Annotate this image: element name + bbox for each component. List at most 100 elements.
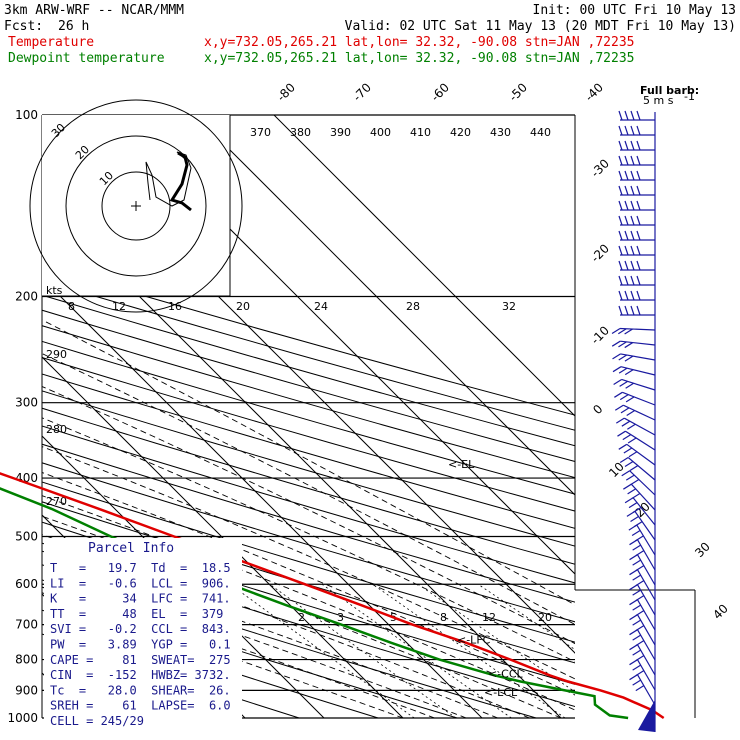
barb-flag: [629, 674, 638, 681]
moist-adiabat-line: [42, 579, 435, 719]
parcel-info-row: TT = 48 EL = 379: [50, 607, 223, 621]
barb-flag: [624, 260, 629, 271]
isotherm-label: -60: [428, 80, 452, 104]
barb-flag: [624, 275, 629, 286]
wind-barb: [618, 305, 655, 316]
barb-flag: [629, 584, 638, 591]
parcel-info-row: SVI = -0.2 CCL = 843.: [50, 622, 231, 636]
barb-flag: [618, 354, 628, 361]
barb-flag: [630, 155, 635, 166]
wind-barb: [629, 584, 656, 616]
barb-flag: [630, 260, 635, 271]
barb-flag: [632, 589, 641, 596]
isotherm-label: -80: [274, 80, 298, 104]
hodograph-speed-label: 8: [68, 300, 75, 313]
dry-adiabat-line: [42, 407, 575, 565]
barb-flag: [612, 353, 621, 360]
wind-barb: [618, 170, 655, 181]
wind-barb: [614, 404, 656, 421]
barb-flag: [619, 394, 629, 401]
annotation-label: <-EL: [448, 458, 475, 471]
isotherm-line: [194, 115, 575, 496]
hodograph-speed-label: 28: [406, 300, 420, 313]
barb-flag: [635, 685, 645, 692]
theta-label: 390: [330, 126, 351, 139]
barb-flag: [618, 140, 623, 151]
barb-flag: [632, 604, 641, 611]
barb-shaft: [636, 569, 656, 601]
wind-barb: [618, 275, 655, 286]
hodograph-trace: [169, 151, 192, 212]
parcel-info-background: [44, 538, 242, 726]
barb-flag: [636, 200, 641, 211]
barb-flag: [624, 200, 629, 211]
parcel-info-row: K = 34 LFC = 741.: [50, 592, 231, 606]
barb-flag: [629, 659, 638, 666]
dewpoint-location: x,y=732.05,265.21 lat,lon= 32.32, -90.08…: [204, 51, 634, 66]
moist-adiabat-line: [42, 417, 575, 663]
barb-shaft: [623, 404, 656, 421]
barb-flag: [626, 510, 636, 517]
annotation-label: <-LCL: [484, 686, 518, 699]
barb-flag: [629, 614, 638, 621]
barb-flag: [624, 369, 634, 376]
barb-shaft: [636, 659, 656, 691]
wind-barb: [618, 260, 655, 271]
barb-flag: [624, 355, 634, 362]
wind-barb: [617, 430, 656, 451]
wind-barb: [629, 599, 656, 631]
isotherm-label: -40: [582, 80, 606, 104]
isotherm-label: -10: [588, 323, 612, 347]
barb-flag: [624, 328, 633, 335]
forecast-hour: 26 h: [58, 19, 89, 34]
isotherm-label: 40: [710, 601, 731, 622]
barb-shaft: [636, 524, 656, 556]
barb-flag: [618, 305, 623, 316]
wind-barbs: [611, 110, 656, 732]
barb-flag: [625, 396, 635, 403]
temperature-legend: Temperature: [8, 35, 94, 50]
barb-flag: [624, 305, 629, 316]
barb-flag: [632, 649, 641, 656]
model-title: 3km ARW-WRF -- NCAR/MMM: [4, 3, 184, 18]
parcel-info-box: Parcel Info T = 19.7 Td = 18.5LI = -0.6 …: [44, 538, 242, 728]
mixing-ratio-label: 2: [298, 611, 305, 624]
barb-flag: [630, 290, 635, 301]
dry-adiabat-line: [42, 609, 379, 719]
barb-flag: [624, 125, 629, 136]
barb-flag: [630, 110, 635, 121]
barb-flag: [630, 305, 635, 316]
barb-flag: [620, 407, 630, 414]
barb-flag: [618, 275, 623, 286]
barb-flag: [636, 245, 641, 256]
parcel-info-title: Parcel Info: [88, 541, 174, 556]
dry-adiabat-line: [42, 481, 575, 643]
barb-flag: [628, 451, 638, 458]
wind-barb: [629, 539, 656, 571]
barb-flag: [624, 140, 629, 151]
hodograph-speed-label: 20: [236, 300, 250, 313]
theta-label-lower: 270: [46, 495, 67, 508]
isotherm-label: 10: [606, 459, 627, 480]
wind-barb: [618, 290, 655, 301]
moist-adiabat-line: [42, 534, 530, 719]
wind-barb: [629, 629, 656, 661]
barb-flag: [632, 619, 641, 626]
theta-labels: 370 380 390 400 410 420 430 440 290 280 270: [46, 126, 551, 508]
dry-adiabat-line: [42, 425, 575, 584]
dry-adiabat-line: [42, 462, 575, 623]
barb-flag: [622, 434, 632, 441]
barb-flag: [618, 328, 627, 335]
barb-flag: [636, 155, 641, 166]
barb-flag: [630, 479, 640, 486]
barb-flag: [618, 260, 623, 271]
barb-legend-exponent: -1: [684, 90, 695, 103]
barb-flag: [618, 125, 623, 136]
isotherm-labels: -80 -70 -60 -50 -40 -30 -20 -10 0 10 20 30 40: [274, 80, 731, 622]
annotation-label: <-LFC: [457, 634, 491, 647]
wind-barb: [611, 340, 656, 349]
dry-adiabat-line: [42, 265, 575, 416]
barb-shaft: [624, 417, 656, 436]
barb-flag: [618, 341, 627, 348]
